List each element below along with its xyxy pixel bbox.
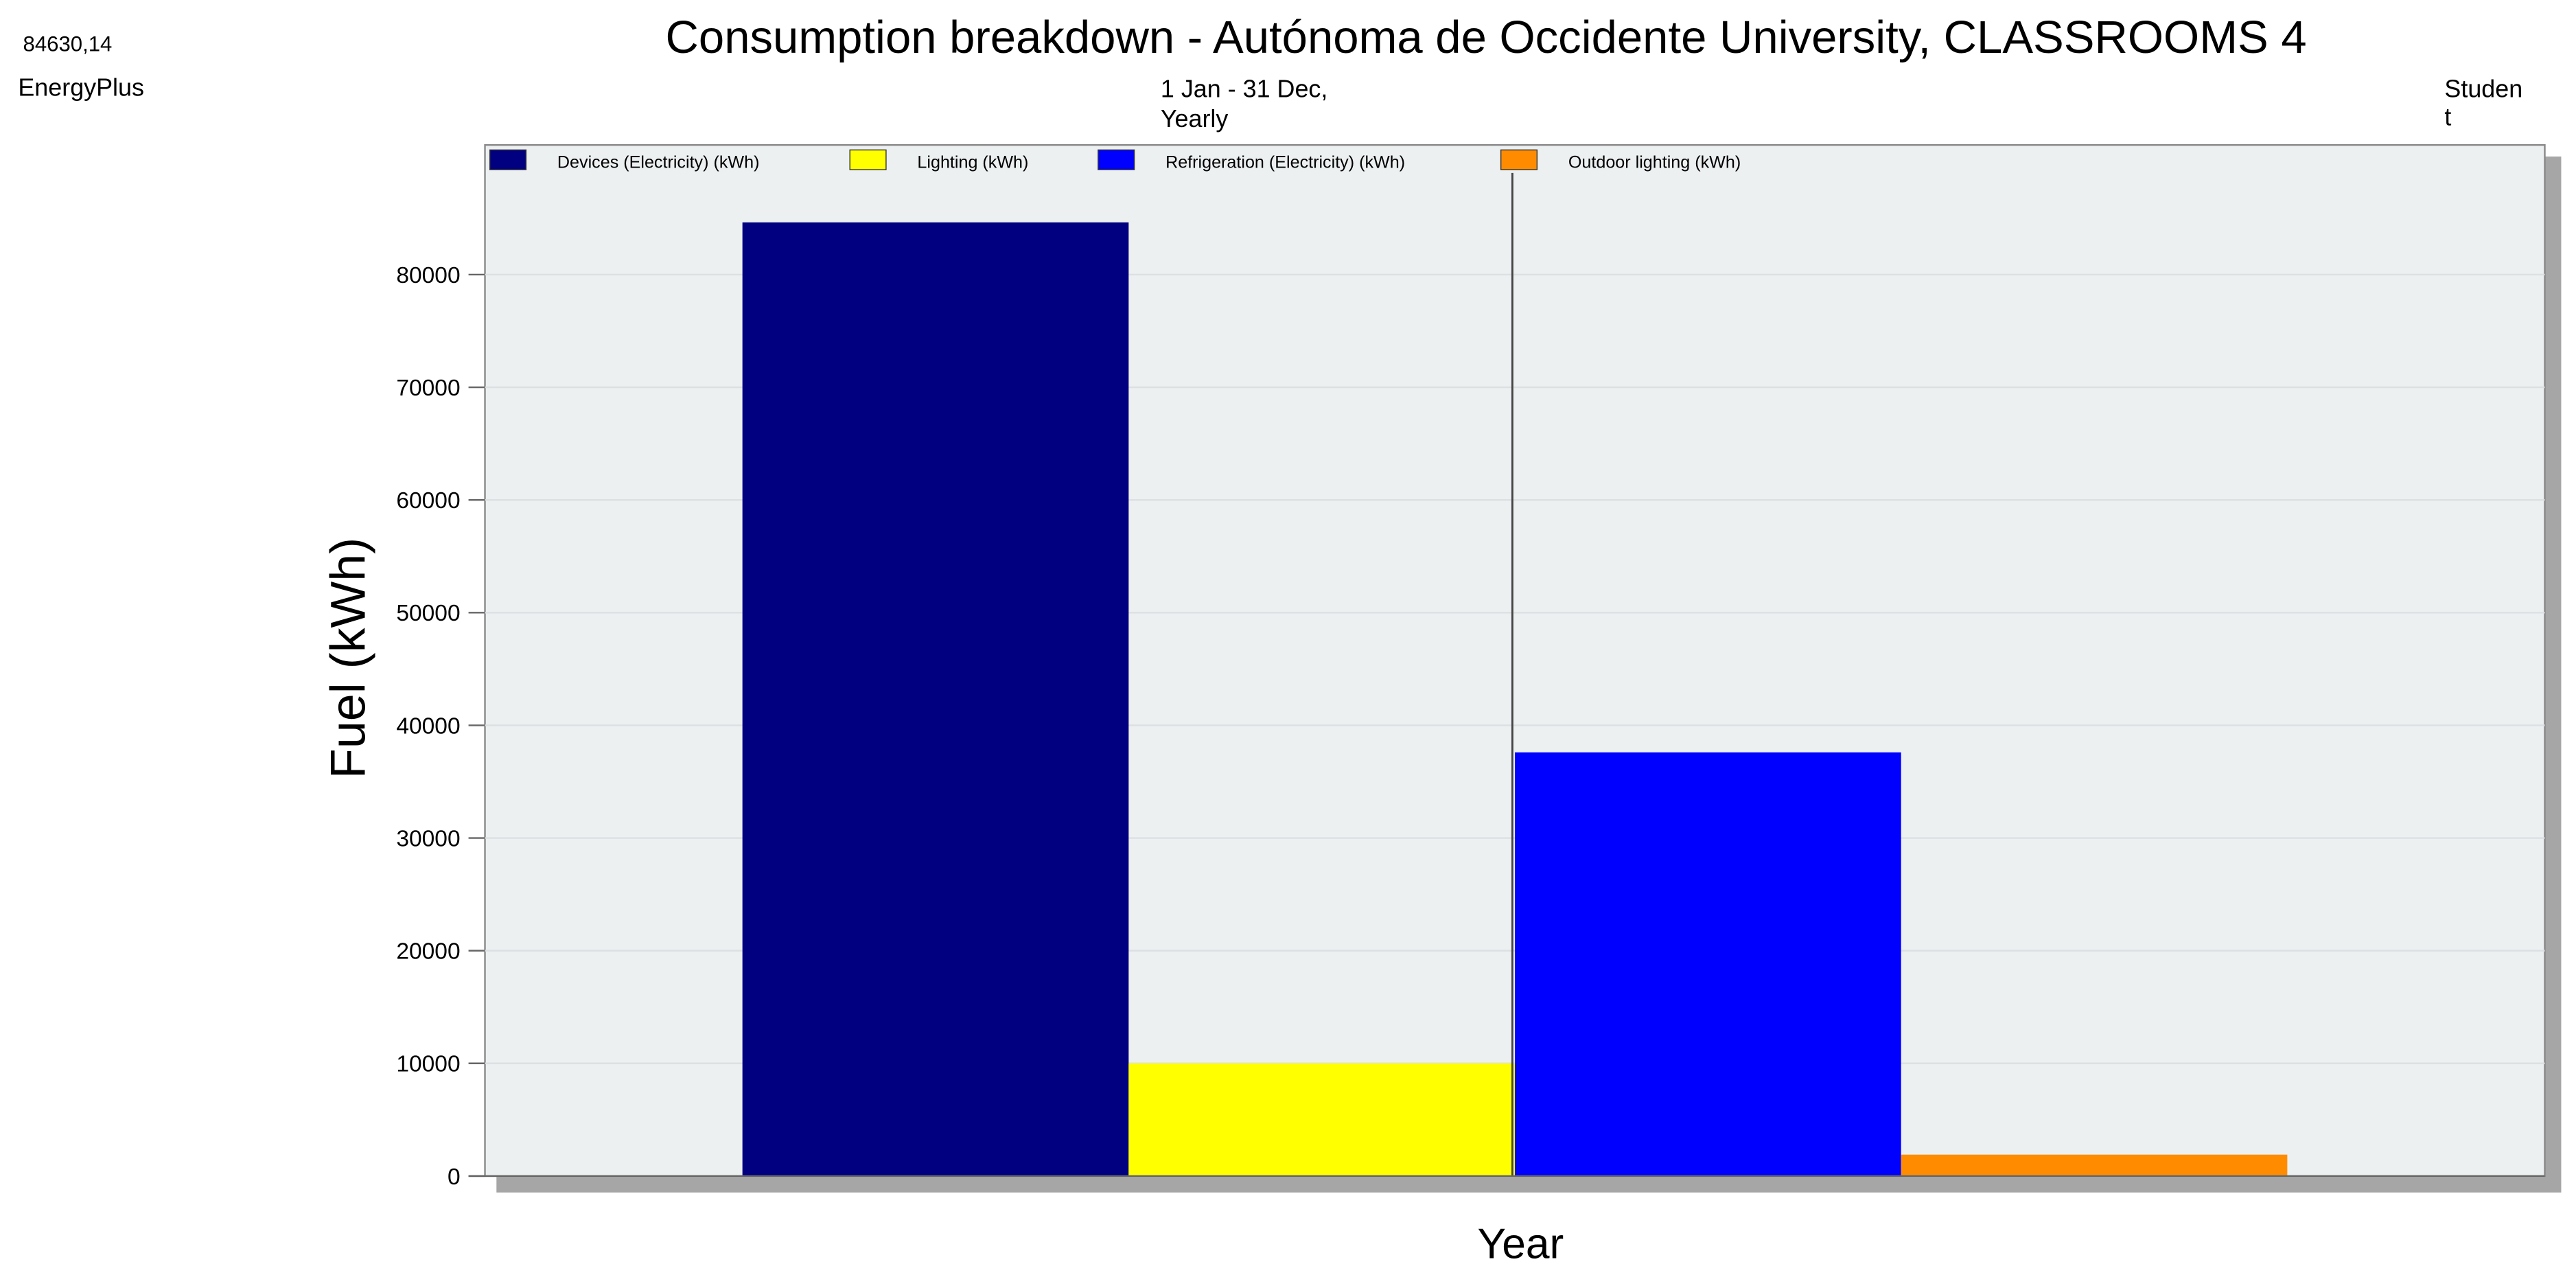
- y-tick-label: 0: [448, 1164, 461, 1190]
- legend-label: Lighting (kWh): [917, 153, 1028, 172]
- y-tick-label: 60000: [396, 488, 460, 514]
- subtitle-line: 1 Jan - 31 Dec,: [1161, 75, 1328, 103]
- bar: [1901, 1154, 2288, 1176]
- legend-label: Devices (Electricity) (kWh): [557, 153, 760, 172]
- y-tick-label: 20000: [396, 939, 460, 965]
- legend-swatch: [849, 149, 887, 170]
- y-axis-label: Fuel (kWh): [321, 538, 376, 779]
- y-tick-label: 80000: [396, 263, 460, 288]
- y-tick-label: 70000: [396, 376, 460, 401]
- y-tick-label: 10000: [396, 1052, 460, 1077]
- legend-label: Outdoor lighting (kWh): [1568, 153, 1741, 172]
- bar: [1515, 752, 1901, 1176]
- corner-label: Studen: [2444, 75, 2522, 103]
- bar: [1128, 1063, 1516, 1176]
- subtitle-line: Yearly: [1161, 104, 1229, 133]
- legend-swatch: [1098, 149, 1135, 170]
- chart-title: Consumption breakdown - Autónoma de Occi…: [665, 12, 2306, 63]
- y-tick-label: 30000: [396, 826, 460, 851]
- legend-swatch: [489, 149, 527, 170]
- x-axis-label: Year: [1477, 1221, 1564, 1268]
- legend-label: Refrigeration (Electricity) (kWh): [1165, 153, 1405, 172]
- y-tick-label: 40000: [396, 713, 460, 739]
- y-tick-label: 50000: [396, 601, 460, 626]
- bar: [742, 222, 1129, 1176]
- legend-swatch: [1500, 149, 1538, 170]
- source: EnergyPlus: [18, 73, 144, 101]
- value-readout: 84630,14: [23, 32, 113, 56]
- corner-label: t: [2444, 102, 2451, 130]
